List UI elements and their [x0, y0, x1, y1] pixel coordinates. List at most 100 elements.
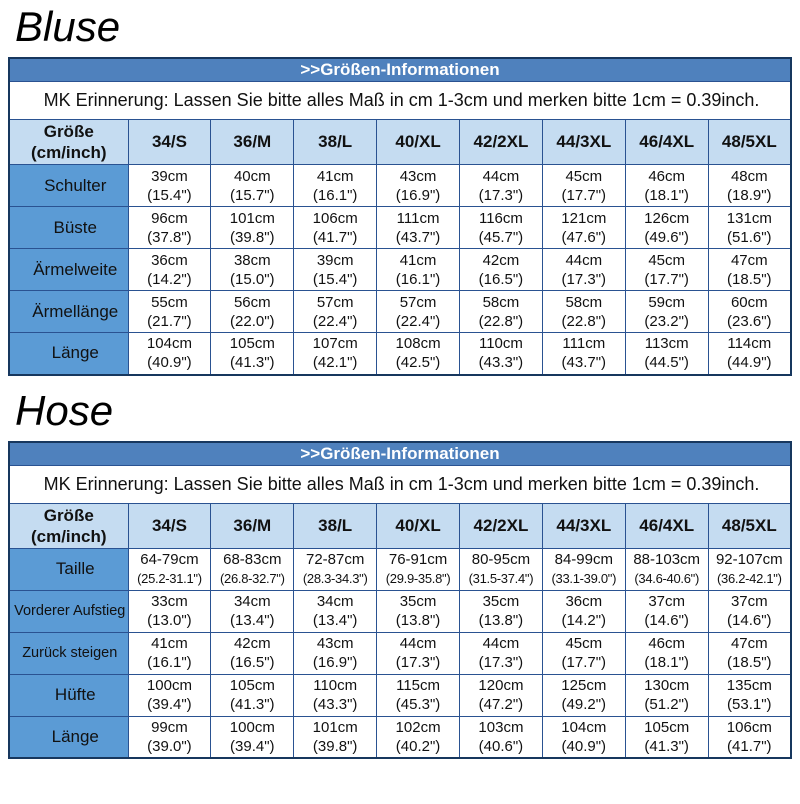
corner-header-cell: Größe (cm/inch) [8, 502, 129, 549]
measurement-cell: 58cm (22.8") [541, 290, 626, 333]
measurement-cell: 116cm (45.7") [459, 206, 543, 249]
measurement-row-label: Büste [8, 206, 129, 249]
cm-value: 56cm [233, 293, 271, 311]
measurement-cell: 104cm (40.9") [127, 332, 212, 375]
measurement-row: Schulter 39cm (15.4") 40cm (15.7") 41cm (16.1"… [8, 164, 792, 207]
inch-value: (16.1") [395, 270, 441, 288]
cm-value: 116cm [478, 209, 523, 227]
measurement-row-label: Taille [8, 547, 129, 591]
cm-value: 80-95cm [471, 551, 531, 568]
measurement-cell: 60cm (23.6") [707, 290, 792, 333]
inch-value: (41.7") [727, 737, 772, 755]
cm-value: 34cm [316, 593, 354, 610]
inch-value: (41.3") [230, 354, 275, 372]
size-column-header: 38/L [293, 119, 378, 165]
cm-value: 100cm [146, 677, 192, 694]
inch-value: (16.9") [395, 186, 441, 204]
cm-value: 110cm [478, 335, 523, 353]
measurement-cell: 111cm (43.7") [541, 332, 626, 375]
size-column-header: 40/XL [376, 119, 460, 165]
measurement-cell: 100cm (39.4") [127, 673, 212, 717]
measurement-cell: 76-91cm (29.9-35.8") [376, 547, 460, 591]
measurement-row: Ärmellänge 55cm (21.7") 56cm (22.0") 57cm (22.… [8, 290, 792, 333]
measurement-cell: 106cm (41.7") [293, 206, 378, 249]
cm-value: 104cm [146, 335, 192, 353]
cm-value: 76-91cm [388, 551, 448, 568]
measurement-cell: 64-79cm (25.2-31.1") [127, 547, 212, 591]
measurement-cell: 99cm (39.0") [127, 715, 212, 759]
measurement-cell: 92-107cm (36.2-42.1") [707, 547, 792, 591]
inch-value: (26.8-32.7") [220, 571, 285, 586]
measurement-row-label: Schulter [8, 164, 129, 207]
inch-value: (15.7") [230, 186, 275, 204]
inch-value: (16.1") [312, 186, 358, 204]
inch-value: (22.8") [478, 312, 524, 330]
size-column-header: 42/2XL [459, 502, 543, 549]
cm-value: 125cm [561, 677, 607, 694]
measurement-cell: 108cm (42.5") [376, 332, 460, 375]
cm-value: 46cm [648, 167, 686, 185]
inch-value: (14.6") [644, 612, 689, 629]
size-column-header: 46/4XL [624, 502, 709, 549]
measurement-row: Zurück steigen 41cm (16.1") 42cm (16.5") 43cm… [8, 631, 792, 675]
inch-value: (14.6") [727, 612, 772, 629]
inch-value: (22.0") [230, 312, 275, 330]
inch-value: (34.6-40.6") [634, 571, 699, 586]
measurement-row: Büste 96cm (37.8") 101cm (39.8") 106cm (41.7")… [8, 206, 792, 249]
size-column-header: 44/3XL [541, 119, 626, 165]
cm-value: 102cm [395, 718, 441, 736]
cm-value: 120cm [478, 677, 524, 694]
page-content: Bluse >>Größen-Informationen MK Erinneru… [0, 4, 800, 759]
inch-value: (43.7") [561, 354, 607, 372]
measurement-cell: 105cm (41.3") [210, 332, 295, 375]
cm-value: 57cm [399, 293, 437, 311]
measurement-cell: 41cm (16.1") [127, 631, 212, 675]
cm-value: 104cm [561, 718, 607, 736]
measurement-cell: 59cm (23.2") [624, 290, 709, 333]
measurement-cell: 45cm (17.7") [541, 631, 626, 675]
inch-value: (14.2") [147, 270, 192, 288]
inch-value: (15.0") [230, 270, 275, 288]
size-column-header: 36/M [210, 119, 295, 165]
measurement-cell: 110cm (43.3") [293, 673, 378, 717]
measurement-row-label: Ärmellänge [8, 290, 129, 333]
inch-value: (45.7") [478, 228, 524, 246]
banner-row: >>Größen-Informationen [8, 57, 792, 82]
cm-value: 41cm [316, 167, 354, 185]
measurement-cell: 38cm (15.0") [210, 248, 295, 291]
section-title: Hose [15, 386, 114, 434]
measurement-cell: 103cm (40.6") [459, 715, 543, 759]
inch-value: (23.2") [644, 312, 689, 330]
note-row: MK Erinnerung: Lassen Sie bitte alles Ma… [8, 81, 792, 120]
cm-value: 36cm [151, 251, 188, 269]
cm-value: 101cm [312, 718, 358, 736]
banner-row: >>Größen-Informationen [8, 441, 792, 466]
cm-value: 55cm [151, 293, 188, 311]
cm-value: 64-79cm [140, 551, 199, 568]
measurement-cell: 100cm (39.4") [210, 715, 295, 759]
inch-value: (45.3") [395, 696, 441, 713]
inch-value: (17.3") [478, 186, 524, 204]
measurement-cell: 33cm (13.0") [127, 589, 212, 633]
size-header-row: Größe (cm/inch) 34/S 36/M 38/L 40/XL 42/2XL 4… [8, 502, 792, 549]
measurement-cell: 104cm (40.9") [541, 715, 626, 759]
measurement-cell: 105cm (41.3") [624, 715, 709, 759]
cm-value: 111cm [396, 209, 440, 227]
size-column-header: 44/3XL [541, 502, 626, 549]
cm-value: 35cm [482, 593, 520, 610]
inch-value: (31.5-37.4") [468, 571, 534, 586]
measurement-cell: 45cm (17.7") [541, 164, 626, 207]
measurement-cell: 126cm (49.6") [624, 206, 709, 249]
inch-value: (40.6") [478, 737, 524, 755]
size-column-header: 36/M [210, 502, 295, 549]
measurement-cell: 84-99cm (33.1-39.0") [541, 547, 626, 591]
cm-value: 99cm [151, 718, 188, 736]
inch-value: (41.3") [230, 696, 275, 713]
measurement-cell: 40cm (15.7") [210, 164, 295, 207]
inch-value: (47.6") [561, 228, 607, 246]
measurement-cell: 115cm (45.3") [376, 673, 460, 717]
measurement-cell: 37cm (14.6") [624, 589, 709, 633]
inch-value: (51.6") [727, 228, 772, 246]
cm-value: 113cm [644, 335, 689, 353]
cm-value: 46cm [648, 635, 686, 652]
